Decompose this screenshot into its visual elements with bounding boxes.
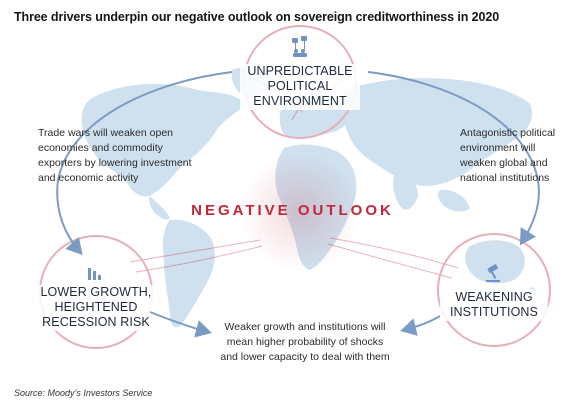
arrow-left-to-bottom	[149, 311, 212, 338]
annotation-line: Trade wars will weaken open	[38, 127, 174, 139]
annotation-line: Antagonistic political	[460, 127, 556, 139]
map-asia	[341, 78, 533, 186]
protest-icon	[292, 36, 307, 57]
arrow-top-to-left	[56, 71, 233, 256]
map-southeast-asia	[437, 189, 470, 212]
map-japan	[510, 117, 525, 135]
annotation-line: economies and commodity	[38, 142, 163, 154]
driver-title-line: HEIGHTENED	[54, 300, 138, 314]
driver-title-line: POLITICAL	[267, 79, 333, 93]
ray-left-2	[135, 245, 263, 273]
annotation-line: and lower capacity to deal with them	[220, 351, 390, 363]
driver-title-line: WEAKENING	[455, 290, 533, 304]
driver-title-line: LOWER GROWTH,	[40, 285, 152, 299]
declining-chart-icon	[88, 268, 101, 280]
negative-outlook-label: NEGATIVE OUTLOOK	[191, 202, 394, 219]
map-south-america	[162, 219, 215, 328]
annotation-line: exporters by lowering investment	[38, 157, 192, 169]
annotation-antagonistic-environment: Antagonistic political environment will …	[460, 126, 580, 186]
driver-title-weakening-institutions: WEAKENING INSTITUTIONS	[440, 290, 548, 320]
map-australia	[465, 240, 525, 284]
annotation-line: Weaker growth and institutions will	[224, 321, 386, 333]
ray-left-1	[129, 239, 261, 263]
driver-title-line: UNPREDICTABLE	[247, 64, 353, 78]
arrow-top-to-right	[367, 71, 540, 246]
map-india	[393, 172, 418, 210]
map-central-america	[149, 196, 170, 220]
driver-title-lower-growth: LOWER GROWTH, HEIGHTENED RECESSION RISK	[28, 285, 164, 330]
driver-title-unpredictable-political-environment: UNPREDICTABLE POLITICAL ENVIRONMENT	[236, 64, 364, 109]
driver-title-line: INSTITUTIONS	[449, 305, 538, 319]
driver-title-line: RECESSION RISK	[42, 315, 150, 329]
map-north-america	[81, 83, 247, 197]
annotation-weaker-growth: Weaker growth and institutions will mean…	[200, 320, 410, 365]
center-glow	[240, 152, 360, 272]
annotation-line: mean higher probability of shocks	[226, 336, 384, 348]
driver-circle-right	[437, 233, 551, 347]
annotation-line: and economic activity	[38, 172, 139, 184]
annotation-trade-wars: Trade wars will weaken open economies an…	[38, 126, 228, 186]
page-title: Three drivers underpin our negative outl…	[14, 10, 500, 24]
source-note: Source: Moody’s Investors Service	[14, 388, 153, 398]
arrow-right-to-bottom	[400, 315, 441, 336]
annotation-line: weaken global and	[460, 157, 548, 169]
annotation-line: environment will	[460, 142, 536, 154]
driver-title-line: ENVIRONMENT	[253, 94, 347, 108]
annotation-line: national institutions	[460, 172, 550, 184]
gavel-icon	[486, 264, 500, 282]
